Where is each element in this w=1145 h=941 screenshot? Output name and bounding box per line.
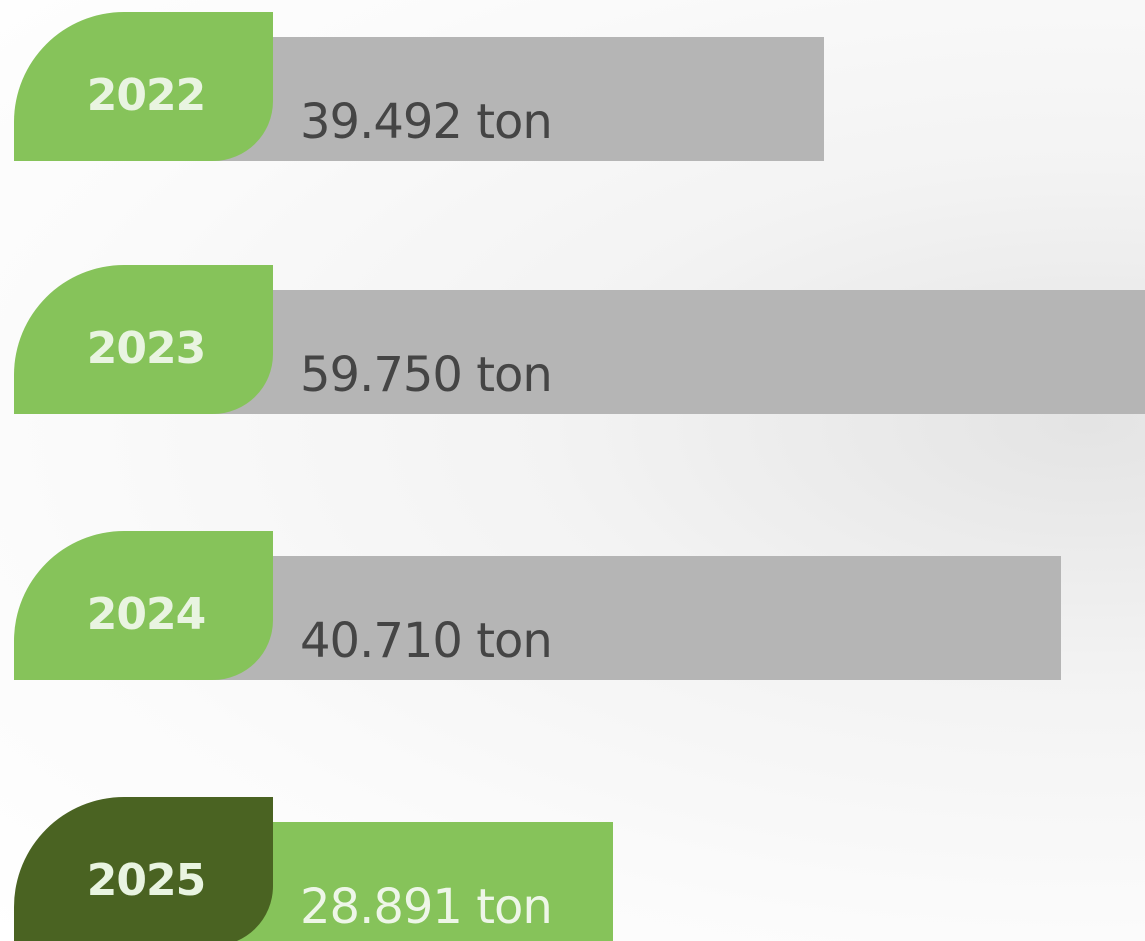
- year-row: 2022 39.492 ton: [0, 12, 1145, 162]
- year-badge: [14, 531, 273, 680]
- year-row: 2023 59.750 ton: [0, 265, 1145, 415]
- year-label: 2024: [86, 589, 206, 640]
- year-badge: [14, 797, 273, 941]
- value-label: 39.492 ton: [300, 94, 553, 150]
- year-row: 2025 28.891 ton: [0, 797, 1145, 941]
- value-bar: [214, 37, 824, 161]
- value-label: 28.891 ton: [300, 879, 553, 935]
- value-bar: [214, 822, 613, 941]
- year-badge: [14, 265, 273, 414]
- year-label: 2022: [86, 70, 206, 121]
- value-bar: [214, 556, 1061, 680]
- year-label: 2025: [86, 855, 206, 906]
- value-bar: [214, 290, 1145, 414]
- value-label: 59.750 ton: [300, 347, 553, 403]
- year-row: 2024 40.710 ton: [0, 531, 1145, 681]
- year-label: 2023: [86, 323, 206, 374]
- year-badge: [14, 12, 273, 161]
- value-label: 40.710 ton: [300, 613, 553, 669]
